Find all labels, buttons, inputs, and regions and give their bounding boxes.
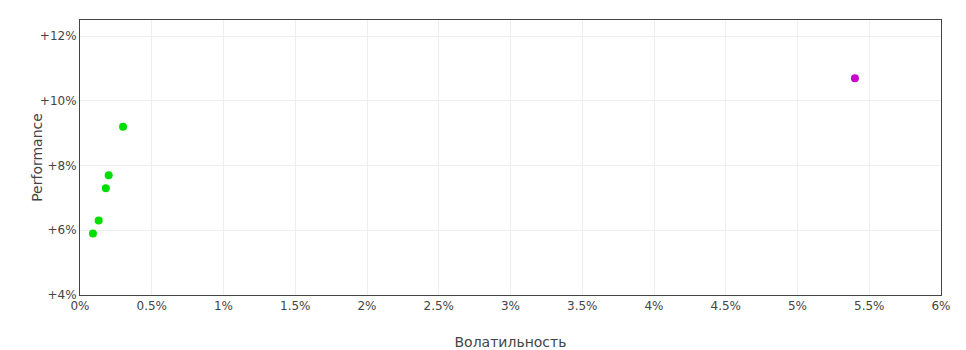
svg-text:+12%: +12%	[40, 29, 77, 43]
svg-text:+4%: +4%	[48, 288, 77, 302]
svg-text:+10%: +10%	[40, 94, 77, 108]
svg-text:5.5%: 5.5%	[854, 299, 885, 313]
svg-text:4%: 4%	[644, 299, 663, 313]
svg-text:3.5%: 3.5%	[567, 299, 598, 313]
svg-text:1.5%: 1.5%	[280, 299, 311, 313]
svg-text:3%: 3%	[501, 299, 520, 313]
svg-text:Performance: Performance	[29, 113, 45, 202]
svg-text:+8%: +8%	[48, 159, 77, 173]
svg-text:6%: 6%	[931, 299, 950, 313]
svg-text:2%: 2%	[357, 299, 376, 313]
svg-text:0%: 0%	[70, 299, 89, 313]
svg-text:2.5%: 2.5%	[424, 299, 455, 313]
svg-text:0.5%: 0.5%	[137, 299, 168, 313]
svg-text:1%: 1%	[214, 299, 233, 313]
svg-text:4.5%: 4.5%	[711, 299, 742, 313]
svg-text:+6%: +6%	[48, 223, 77, 237]
svg-text:Волатильность: Волатильность	[455, 334, 567, 350]
svg-text:5%: 5%	[788, 299, 807, 313]
